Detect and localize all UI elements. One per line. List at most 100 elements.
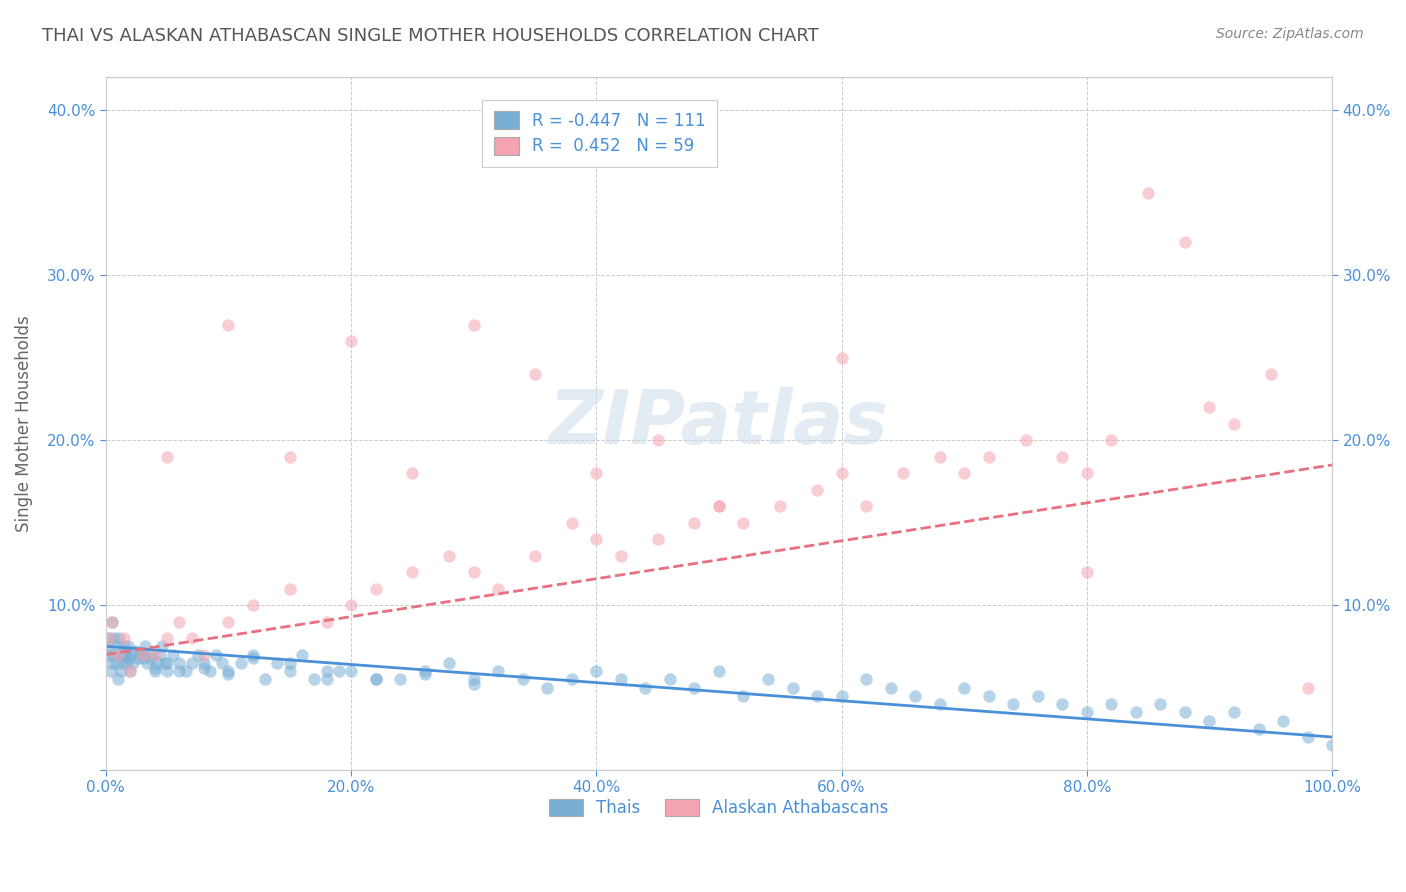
Point (1099, 697, 1122, 711)
Point (120, 664, 142, 678)
Point (1137, 186, 1160, 200)
Point (107, 648, 129, 662)
Point (413, 667, 436, 681)
Point (328, 664, 350, 678)
Point (1002, 697, 1025, 711)
Point (463, 318, 485, 332)
Point (1014, 434, 1036, 448)
Point (156, 664, 179, 678)
Point (733, 689, 755, 703)
Point (658, 673, 681, 687)
Point (118, 651, 141, 665)
Point (278, 664, 301, 678)
Point (585, 532, 607, 546)
Point (150, 640, 173, 654)
Point (437, 549, 460, 563)
Point (156, 631, 179, 645)
Point (610, 549, 633, 563)
Point (904, 689, 927, 703)
Point (891, 466, 914, 480)
Point (1149, 697, 1171, 711)
Point (315, 673, 337, 687)
Point (855, 499, 877, 513)
Point (806, 689, 828, 703)
Point (193, 656, 215, 670)
Point (585, 664, 607, 678)
Point (1223, 706, 1246, 720)
Point (855, 673, 877, 687)
Point (180, 656, 202, 670)
Point (146, 656, 169, 670)
Point (121, 656, 143, 670)
Point (647, 434, 669, 448)
Point (610, 673, 633, 687)
Point (831, 351, 853, 365)
Point (96, 640, 118, 654)
Point (107, 673, 129, 687)
Point (977, 450, 1000, 464)
Point (683, 516, 706, 530)
Point (953, 681, 976, 695)
Point (120, 664, 142, 678)
Point (229, 656, 252, 670)
Point (486, 664, 509, 678)
Point (131, 648, 153, 662)
Point (198, 664, 221, 678)
Point (463, 673, 485, 687)
Point (782, 681, 804, 695)
Point (104, 656, 127, 670)
Point (364, 673, 387, 687)
Point (217, 664, 239, 678)
Point (1125, 706, 1147, 720)
Point (401, 565, 423, 579)
Point (143, 648, 166, 662)
Point (879, 681, 901, 695)
Point (174, 664, 197, 678)
Point (463, 677, 485, 691)
Point (953, 466, 976, 480)
Point (707, 499, 730, 513)
Point (108, 631, 131, 645)
Point (193, 648, 215, 662)
Point (149, 648, 172, 662)
Point (463, 565, 485, 579)
Point (105, 640, 128, 654)
Point (1198, 714, 1220, 728)
Point (153, 656, 176, 670)
Point (707, 664, 730, 678)
Point (1052, 697, 1074, 711)
Point (340, 664, 363, 678)
Point (111, 648, 134, 662)
Point (1099, 434, 1122, 448)
Point (169, 664, 191, 678)
Point (131, 648, 153, 662)
Point (1296, 681, 1319, 695)
Point (340, 334, 363, 349)
Point (1052, 450, 1074, 464)
Point (115, 656, 138, 670)
Point (364, 673, 387, 687)
Point (364, 582, 387, 596)
Point (156, 656, 179, 670)
Point (112, 631, 135, 645)
Point (401, 466, 423, 480)
Point (340, 598, 363, 612)
Point (536, 681, 558, 695)
Point (769, 499, 792, 513)
Point (217, 667, 239, 681)
Point (127, 651, 149, 665)
Point (98, 631, 121, 645)
Point (101, 615, 124, 629)
Point (143, 661, 166, 675)
Point (1272, 714, 1295, 728)
Point (634, 681, 657, 695)
Point (211, 656, 233, 670)
Point (561, 516, 583, 530)
Point (733, 516, 755, 530)
Point (169, 656, 191, 670)
Point (437, 656, 460, 670)
Point (413, 664, 436, 678)
Point (143, 664, 166, 678)
Point (117, 640, 139, 654)
Point (524, 368, 547, 382)
